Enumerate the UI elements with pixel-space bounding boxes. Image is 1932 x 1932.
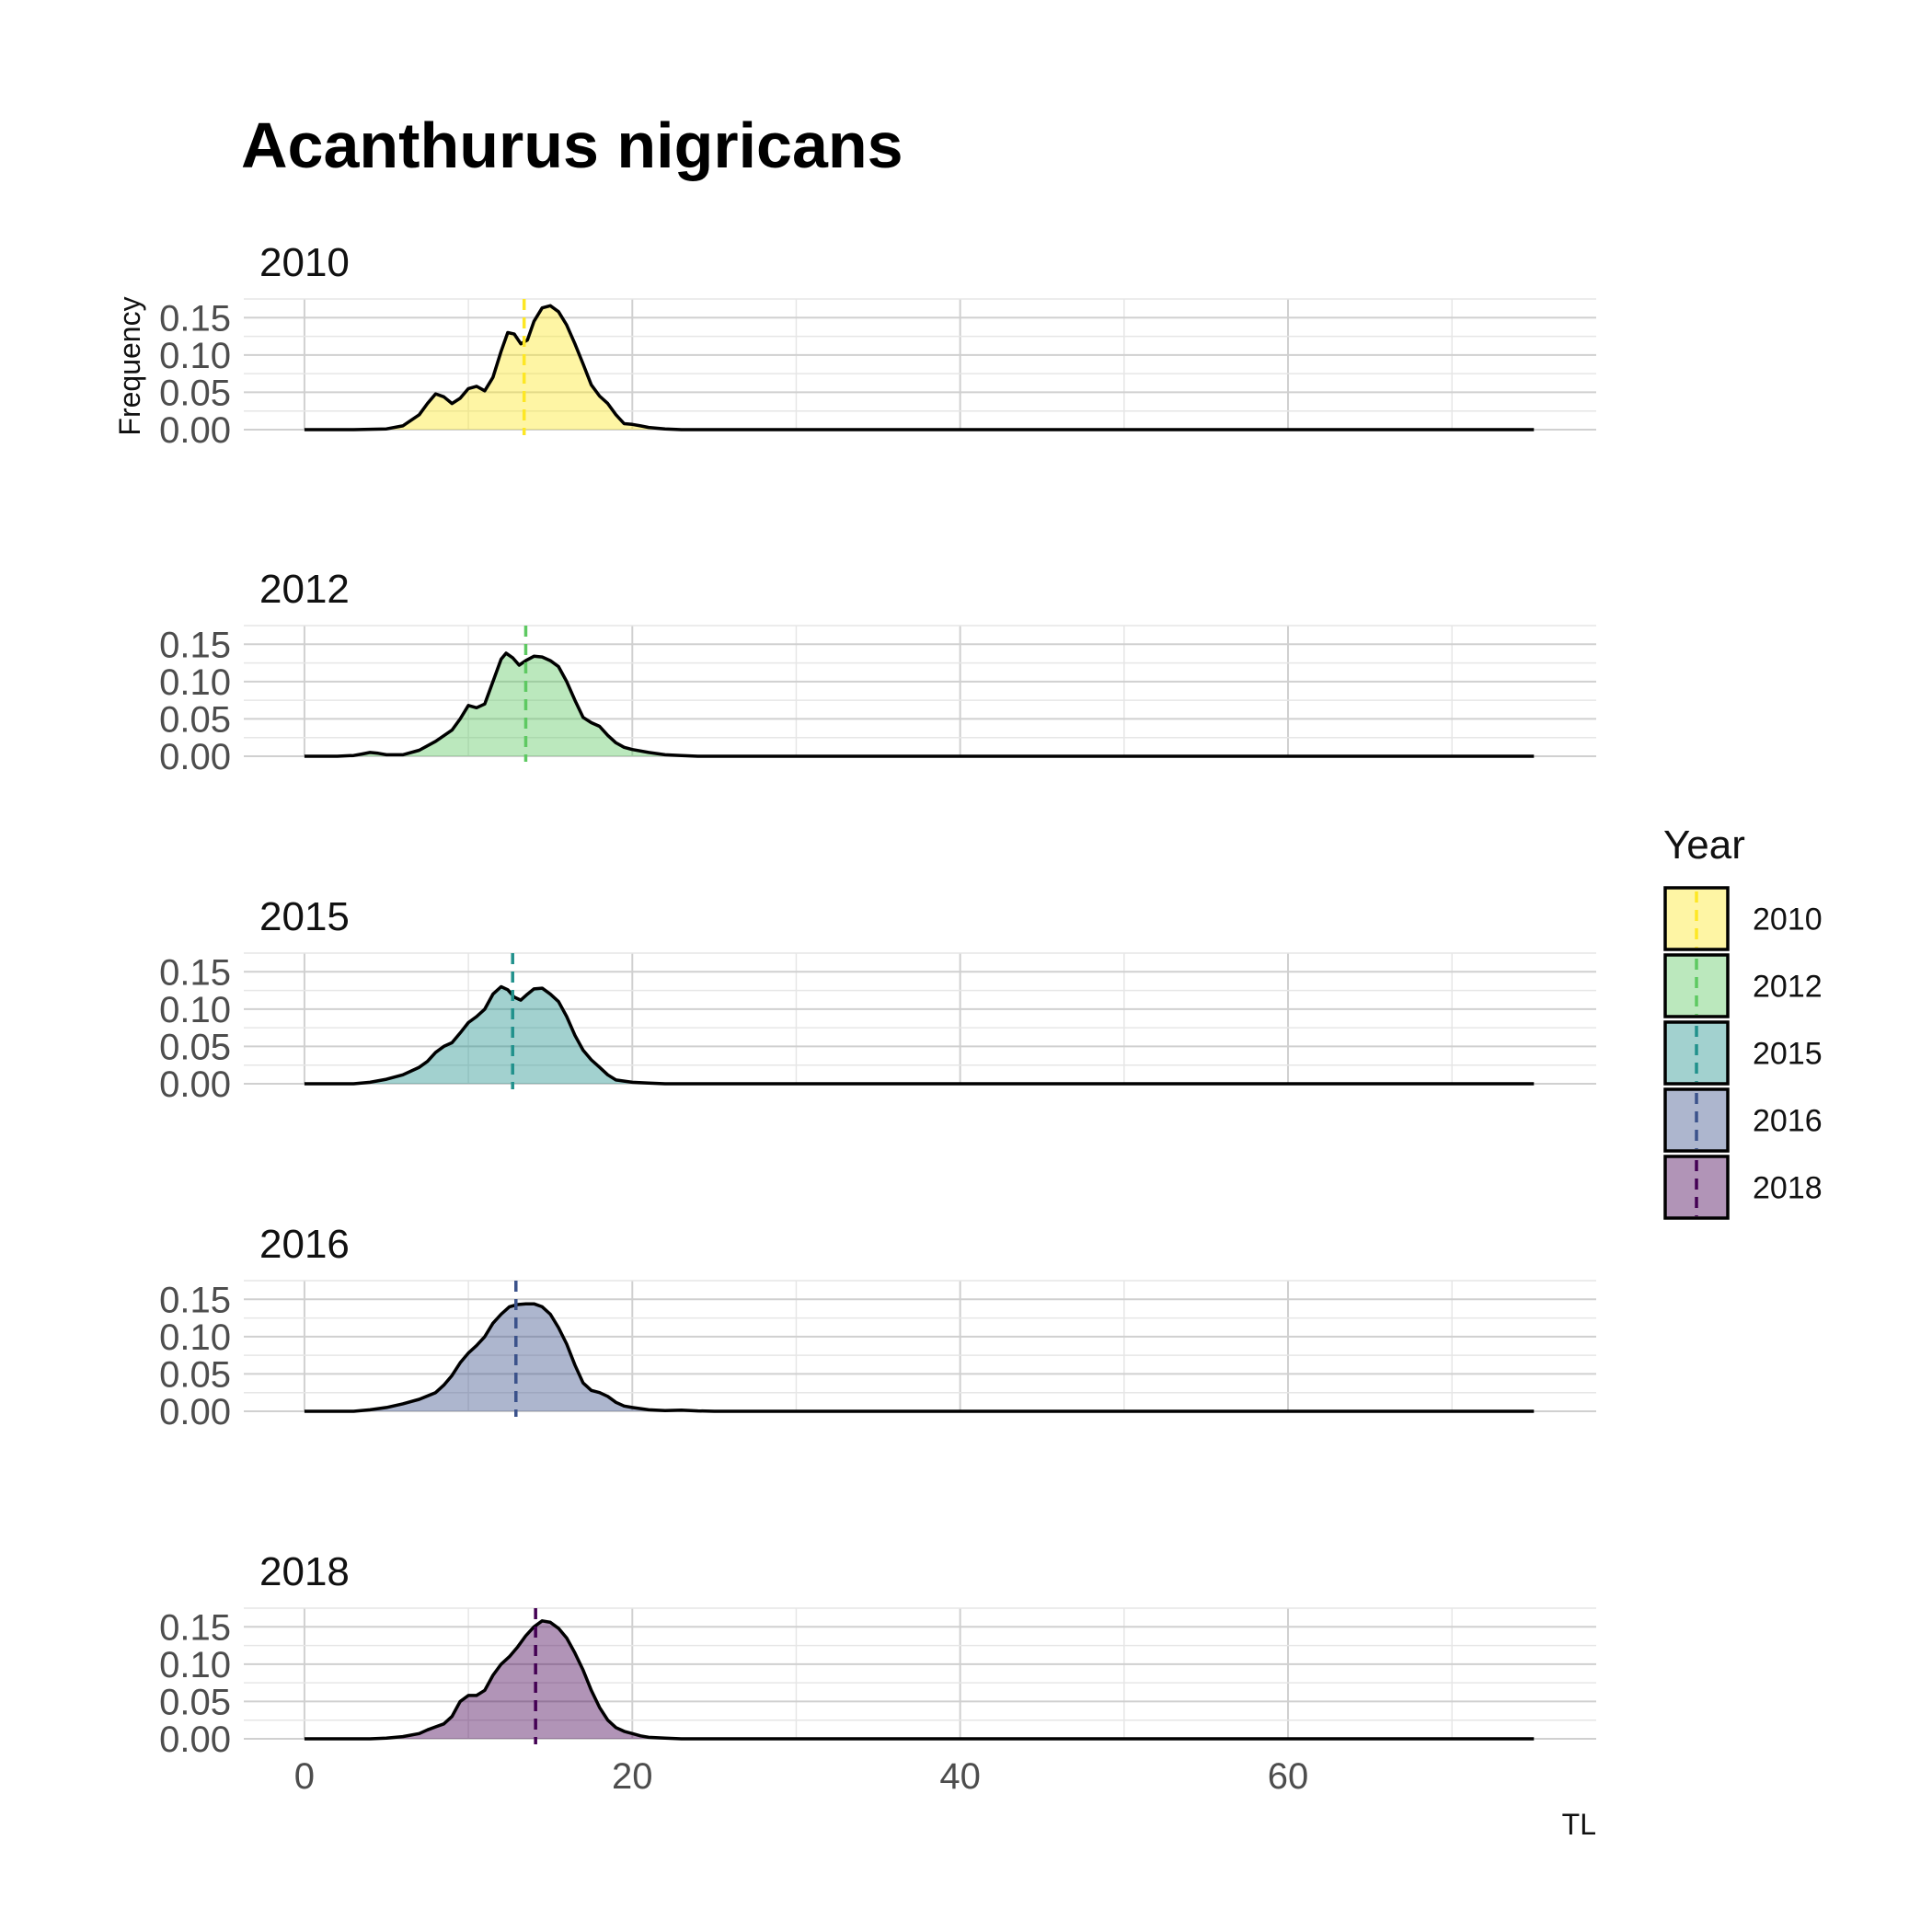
legend-label-2018: 2018 — [1753, 1171, 1823, 1206]
y-tick-label: 0.05 — [159, 1682, 231, 1722]
y-tick-label: 0.10 — [159, 990, 231, 1030]
panel-2012: 2012 0.000.050.100.15 — [159, 567, 1596, 777]
density-area-2010 — [304, 305, 1535, 430]
panel-2018: 2018 0.000.050.100.15 — [159, 1549, 1596, 1760]
y-tick-label: 0.05 — [159, 699, 231, 740]
y-tick-label: 0.00 — [159, 1719, 231, 1760]
x-tick-label: 40 — [939, 1756, 981, 1797]
density-line-2010 — [304, 304, 1535, 431]
y-tick-label: 0.00 — [159, 737, 231, 777]
density-area-2018 — [304, 1620, 1535, 1739]
y-tick-label: 0.00 — [159, 1392, 231, 1432]
panel-2016: 2016 0.000.050.100.15 — [159, 1222, 1596, 1432]
legend-item-2018: 2018 — [1663, 1155, 1823, 1220]
legend-label-2016: 2016 — [1753, 1104, 1823, 1139]
y-tick-label: 0.15 — [159, 1607, 231, 1648]
chart-title: Acanthurus nigricans — [241, 109, 903, 181]
legend-item-2016: 2016 — [1663, 1087, 1823, 1153]
x-tick-label: 0 — [294, 1756, 315, 1797]
facet-label-2018: 2018 — [259, 1549, 350, 1594]
legend-item-2010: 2010 — [1663, 886, 1823, 951]
legend-label-2010: 2010 — [1753, 903, 1823, 937]
x-axis-label: TL — [1562, 1808, 1596, 1841]
legend: Year 2010 2012 2015 2016 2018 — [1663, 822, 1823, 1220]
density-area-2012 — [304, 653, 1535, 756]
facet-label-2015: 2015 — [259, 894, 350, 939]
y-tick-label: 0.05 — [159, 1027, 231, 1067]
density-line-2012 — [304, 651, 1535, 758]
y-tick-label: 0.15 — [159, 625, 231, 665]
facet-label-2012: 2012 — [259, 567, 350, 612]
density-area-2015 — [304, 986, 1535, 1084]
x-tick-label: 60 — [1268, 1756, 1309, 1797]
facet-label-2016: 2016 — [259, 1222, 350, 1267]
y-tick-label: 0.10 — [159, 1317, 231, 1358]
density-line-2016 — [304, 1302, 1535, 1413]
y-tick-label: 0.10 — [159, 1645, 231, 1685]
panel-2015: 2015 0.000.050.100.15 — [159, 894, 1596, 1105]
legend-item-2015: 2015 — [1663, 1020, 1823, 1086]
y-tick-label: 0.15 — [159, 952, 231, 993]
facet-label-2010: 2010 — [259, 240, 350, 285]
x-axis-ticks: 0 20 40 60 — [294, 1756, 1308, 1797]
legend-label-2012: 2012 — [1753, 970, 1823, 1005]
legend-label-2015: 2015 — [1753, 1037, 1823, 1072]
y-tick-label: 0.00 — [159, 1064, 231, 1105]
x-tick-label: 20 — [612, 1756, 653, 1797]
y-tick-label: 0.15 — [159, 298, 231, 339]
y-tick-label: 0.05 — [159, 1354, 231, 1395]
y-tick-label: 0.05 — [159, 373, 231, 413]
y-tick-label: 0.00 — [159, 410, 231, 451]
legend-title: Year — [1663, 822, 1745, 868]
legend-item-2012: 2012 — [1663, 953, 1823, 1018]
facet-panels: 20100.000.050.100.1520120.000.050.100.15… — [159, 240, 1596, 1760]
y-tick-label: 0.10 — [159, 336, 231, 376]
y-tick-label: 0.10 — [159, 662, 231, 703]
y-tick-label: 0.15 — [159, 1280, 231, 1320]
density-line-2018 — [304, 1619, 1535, 1741]
panel-2010: 2010 0.000.050.100.15 — [159, 240, 1596, 451]
y-axis-label: Frequency — [113, 296, 146, 435]
density-line-2015 — [304, 984, 1535, 1086]
density-area-2016 — [304, 1304, 1535, 1411]
